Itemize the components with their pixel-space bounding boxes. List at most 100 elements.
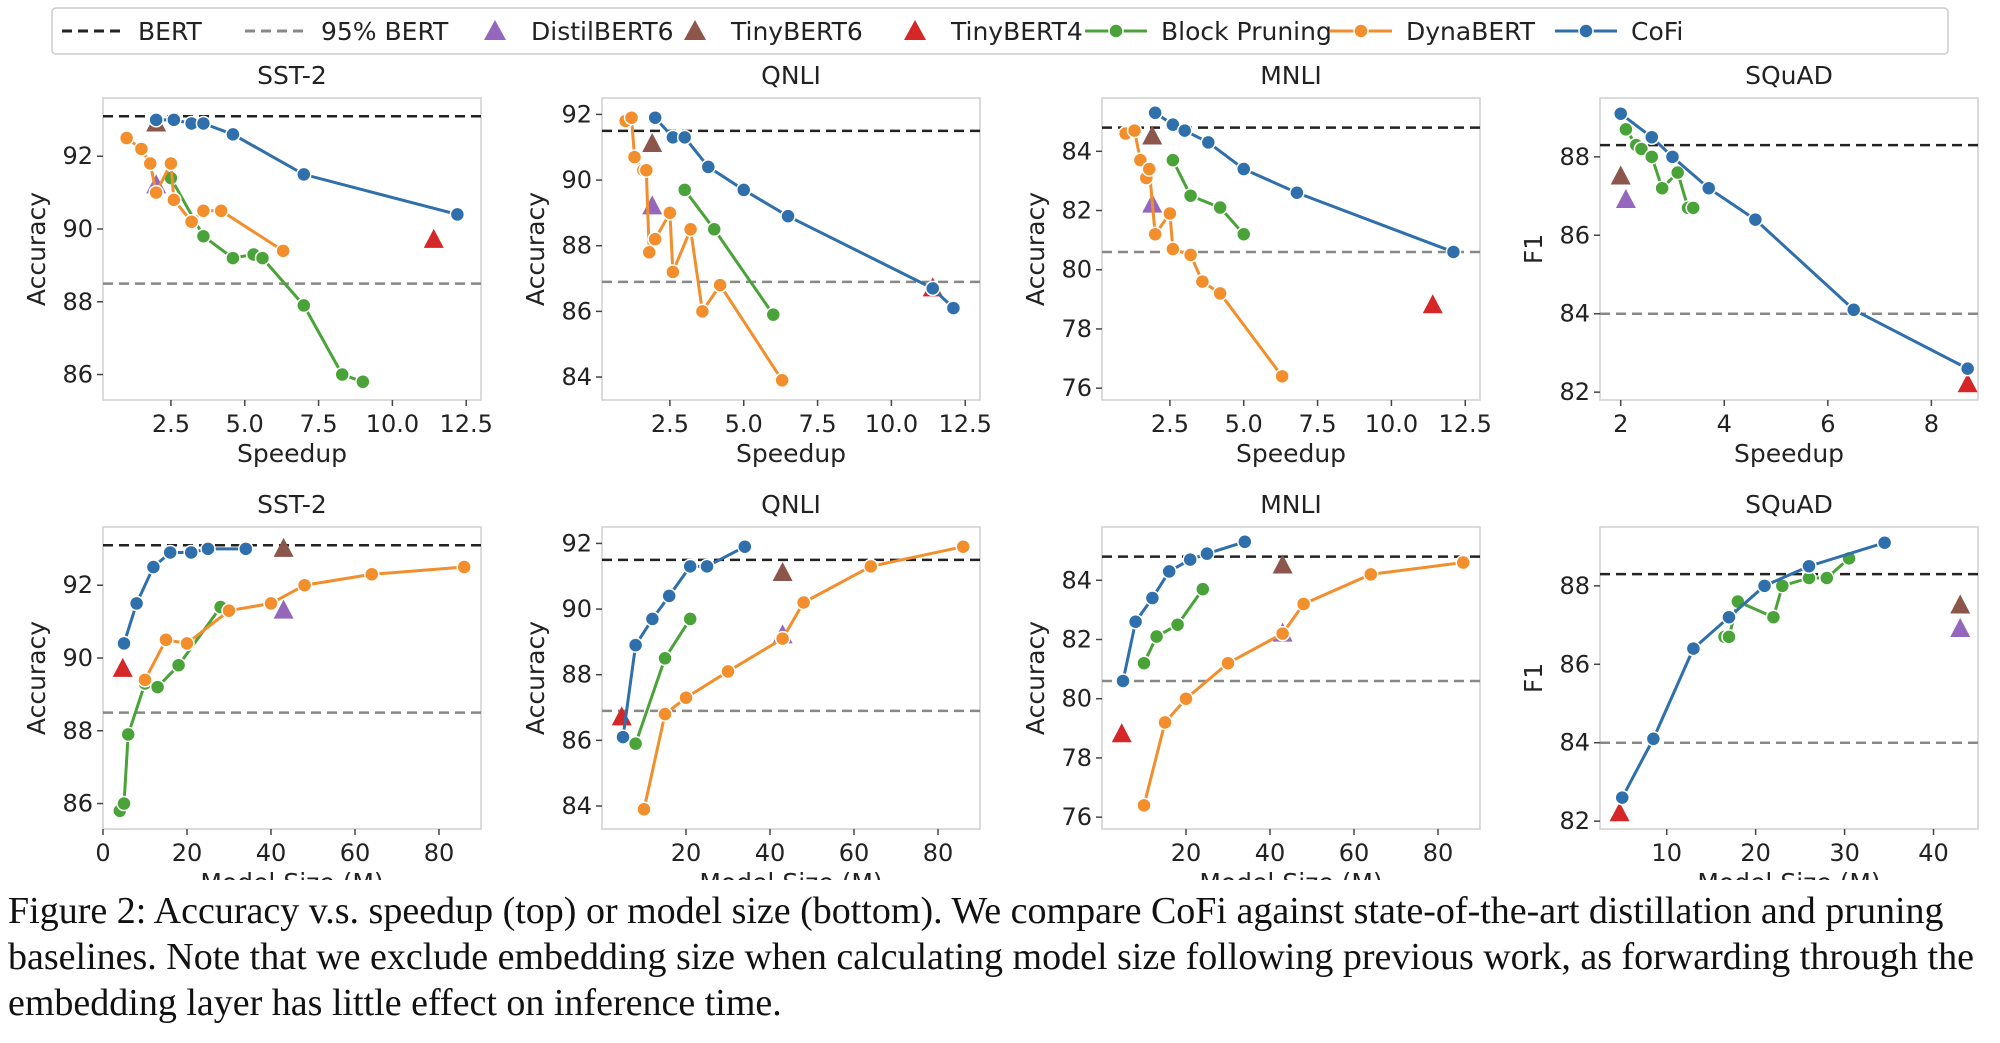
series-block — [163, 170, 371, 390]
y-tick-label: 82 — [1061, 197, 1092, 225]
data-point — [1182, 551, 1198, 568]
data-point — [1685, 200, 1701, 216]
series-tiny6 — [1272, 554, 1293, 574]
data-point — [1845, 302, 1862, 318]
data-point — [195, 228, 212, 245]
x-axis-label: Speedup — [237, 439, 347, 468]
y-tick-label: 90 — [561, 595, 592, 623]
series-block — [1618, 121, 1701, 216]
x-tick-label: 80 — [1423, 839, 1454, 867]
triangle-point — [1142, 125, 1163, 145]
series-block — [1165, 152, 1252, 242]
data-point — [1274, 368, 1290, 385]
data-point — [195, 115, 212, 132]
panel-title: QNLI — [761, 61, 821, 90]
data-point — [1236, 226, 1252, 242]
series-tiny4 — [1957, 373, 1978, 393]
legend-swatch — [904, 20, 926, 40]
triangle-point — [423, 228, 444, 248]
series-tiny6 — [772, 561, 793, 581]
data-point — [661, 588, 677, 604]
data-point — [737, 538, 753, 555]
y-axis-label: Accuracy — [1021, 621, 1050, 735]
triangle-point — [273, 537, 294, 557]
y-axis-label: Accuracy — [22, 621, 51, 735]
data-point — [1455, 554, 1471, 571]
data-point — [263, 595, 279, 612]
series-tiny4 — [1422, 294, 1443, 314]
series-line — [125, 136, 284, 253]
legend-item-block: Block Pruning — [1085, 17, 1332, 46]
data-point — [1289, 184, 1305, 201]
data-point — [682, 558, 698, 575]
y-tick-label: 84 — [1559, 300, 1590, 328]
x-tick-label: 7.5 — [299, 410, 337, 438]
series-dyna — [137, 559, 472, 688]
data-point — [1144, 590, 1161, 606]
data-point — [183, 544, 199, 561]
series-line — [1142, 588, 1205, 664]
series-tiny6 — [273, 537, 294, 557]
data-point — [657, 650, 673, 667]
y-tick-label: 82 — [1559, 807, 1590, 835]
data-point — [626, 149, 643, 165]
triangle-point — [1111, 723, 1132, 743]
plot-frame — [601, 97, 981, 401]
series-cofi — [116, 541, 254, 652]
data-point — [712, 277, 728, 293]
triangle-point — [1609, 802, 1630, 822]
legend-item-tiny6: TinyBERT6 — [684, 17, 863, 46]
data-point — [128, 595, 145, 612]
y-tick-label: 90 — [561, 166, 592, 194]
x-tick-label: 40 — [1918, 839, 1949, 867]
data-point — [1801, 558, 1817, 574]
series-cofi — [1614, 534, 1893, 806]
y-axis-label: F1 — [1519, 663, 1548, 693]
series-tiny6 — [642, 132, 663, 152]
data-point — [148, 184, 164, 201]
x-tick-label: 8 — [1924, 410, 1939, 438]
legend-swatch-marker — [1353, 23, 1369, 39]
y-tick-label: 80 — [1061, 685, 1092, 713]
series-distil6 — [1615, 188, 1636, 208]
y-tick-label: 86 — [62, 361, 93, 389]
y-tick-label: 92 — [561, 529, 592, 557]
y-tick-label: 84 — [1559, 729, 1590, 757]
y-axis-label: Accuracy — [521, 192, 550, 306]
x-axis-label: Speedup — [1236, 439, 1346, 468]
series-tiny4 — [1111, 723, 1132, 743]
panel-title: SQuAD — [1745, 490, 1833, 519]
legend-label: DistilBERT6 — [531, 17, 674, 46]
data-point — [925, 280, 941, 297]
series-block — [676, 182, 782, 323]
data-point — [1633, 141, 1650, 157]
y-tick-label: 88 — [62, 288, 93, 316]
legend-label: TinyBERT4 — [950, 17, 1083, 46]
x-axis-label: Model Size (M) — [1697, 868, 1880, 880]
legend-swatch-marker — [1108, 23, 1124, 39]
x-tick-label: 60 — [1339, 839, 1370, 867]
legend-item-bert: BERT — [62, 17, 202, 46]
x-tick-label: 2.5 — [1151, 410, 1189, 438]
data-point — [1274, 625, 1291, 642]
series-tiny4 — [423, 228, 444, 248]
plot-frame — [102, 97, 482, 401]
x-tick-label: 2.5 — [651, 410, 689, 438]
series-line — [1171, 159, 1245, 236]
y-tick-label: 86 — [1559, 650, 1590, 678]
data-point — [1136, 655, 1152, 671]
y-tick-label: 82 — [1559, 378, 1590, 406]
x-tick-label: 2.5 — [152, 410, 190, 438]
data-point — [1157, 714, 1173, 731]
data-point — [149, 679, 166, 695]
data-point — [166, 112, 182, 128]
series-cofi — [1147, 105, 1462, 260]
x-tick-label: 20 — [1171, 839, 1202, 867]
triangle-point — [1610, 165, 1631, 185]
data-point — [1645, 731, 1662, 747]
x-tick-label: 7.5 — [798, 410, 836, 438]
data-point — [662, 205, 678, 221]
y-axis-label: Accuracy — [22, 192, 51, 306]
data-point — [657, 706, 673, 722]
x-tick-label: 20 — [671, 839, 702, 867]
